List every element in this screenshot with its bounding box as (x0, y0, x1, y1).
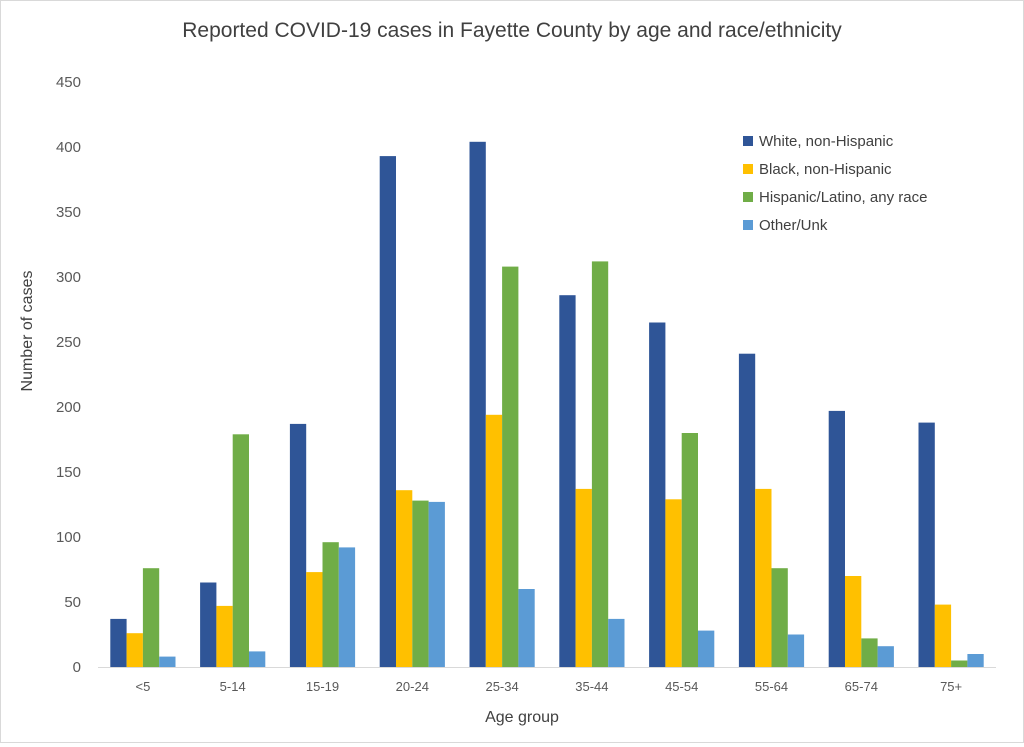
y-tick-label: 400 (56, 139, 81, 156)
bar (845, 576, 862, 667)
bar (159, 656, 176, 667)
y-tick-label: 300 (56, 269, 81, 286)
bar (412, 500, 429, 667)
legend: White, non-Hispanic Black, non-Hispanic Hi… (743, 133, 927, 234)
x-tick-label: 5-14 (220, 679, 246, 694)
x-tick-label: 20-24 (396, 679, 429, 694)
legend-label: Black, non-Hispanic (759, 161, 892, 178)
bar (110, 618, 127, 667)
x-tick-label: 75+ (940, 679, 962, 694)
x-tick-label: 55-64 (755, 679, 788, 694)
x-tick-label: <5 (135, 679, 150, 694)
bar (877, 646, 894, 667)
x-tick-label: 65-74 (845, 679, 878, 694)
bar (559, 295, 576, 667)
bar (591, 261, 609, 667)
bar (485, 414, 503, 667)
legend-label: White, non-Hispanic (759, 133, 894, 150)
x-tick-label: 35-44 (575, 679, 608, 694)
y-tick-label: 0 (73, 659, 81, 676)
bar (575, 488, 592, 667)
y-tick-label: 50 (64, 594, 81, 611)
bar (755, 488, 772, 667)
y-tick-label: 100 (56, 529, 81, 546)
bar (967, 654, 984, 667)
bar (396, 490, 413, 667)
bar (232, 434, 249, 667)
bar (502, 266, 519, 667)
bar (216, 605, 233, 667)
x-axis-ticks: <5 5-14 15-19 20-24 25-34 35-44 45-54 55-64 65-7… (135, 679, 962, 694)
legend-swatch (743, 192, 753, 202)
bar (338, 547, 356, 667)
bar (200, 582, 217, 667)
bar (738, 353, 756, 667)
legend-label: Hispanic/Latino, any race (759, 189, 927, 206)
bar (289, 423, 307, 667)
x-tick-label: 45-54 (665, 679, 698, 694)
y-tick-label: 350 (56, 204, 81, 221)
bar (469, 141, 486, 668)
bar (665, 499, 682, 667)
bar (771, 568, 788, 667)
bar (787, 634, 805, 667)
y-axis-title: Number of cases (19, 271, 36, 392)
bar (649, 322, 666, 667)
x-axis-title: Age group (485, 709, 559, 726)
legend-swatch (743, 164, 753, 174)
bar (249, 651, 266, 667)
legend-label: Other/Unk (759, 217, 828, 234)
bar (608, 618, 625, 667)
x-tick-label: 15-19 (306, 679, 339, 694)
bar (126, 633, 143, 667)
bar (142, 568, 160, 667)
bar (518, 589, 535, 667)
bar (681, 433, 698, 667)
bar (918, 422, 935, 667)
x-tick-label: 25-34 (485, 679, 518, 694)
bar (322, 542, 339, 667)
y-tick-label: 450 (56, 74, 81, 91)
y-tick-label: 150 (56, 464, 81, 481)
legend-swatch (743, 220, 753, 230)
chart-title: Reported COVID-19 cases in Fayette Count… (182, 19, 842, 42)
bar (698, 630, 715, 667)
bar (379, 156, 396, 667)
y-tick-label: 200 (56, 399, 81, 416)
legend-swatch (743, 136, 753, 146)
y-axis-ticks: 0 50 100 150 200 250 300 350 400 450 (56, 74, 81, 676)
bar (861, 638, 878, 667)
bar (951, 660, 968, 667)
y-tick-label: 250 (56, 334, 81, 351)
bar (934, 604, 952, 667)
bar (306, 572, 323, 667)
bars-group (110, 141, 984, 668)
bar (428, 501, 445, 667)
bar (828, 410, 845, 667)
